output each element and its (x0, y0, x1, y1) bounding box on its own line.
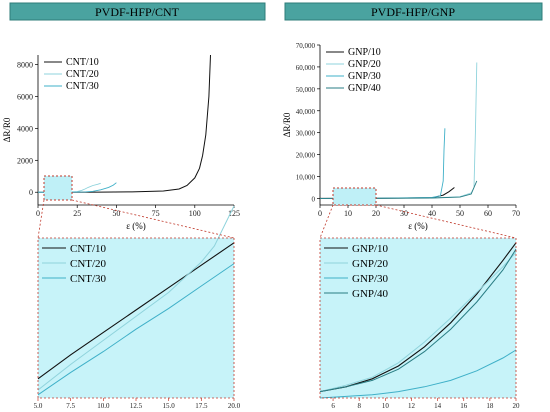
gnp-zoom-connector-right (375, 204, 517, 239)
series-line-cnt-10 (38, 54, 211, 193)
gnp-zoom-border (319, 237, 517, 399)
zoom-series-line-gnp-40 (319, 248, 517, 393)
gnp-main-chart: 0 10 20 30 40 50 60 70 0 10,000 20,000 30,000 40,000… (282, 42, 520, 231)
legend-label: CNT/10 (66, 57, 99, 68)
zoom-series-line-gnp-10 (319, 242, 517, 393)
zoom-x-tick-label: 10.0 (97, 402, 110, 410)
y-tick-label: 8000 (17, 61, 33, 70)
legend-label: GNP/40 (348, 83, 381, 94)
zoom-x-tick-label: 6 (331, 402, 335, 410)
zoom-legend-label: GNP/20 (352, 258, 389, 270)
cnt-zoom-chart: 5.0 7.5 10.0 12.5 15.0 17.5 20.0 CNT/10 CNT/20 CN… (34, 205, 241, 410)
y-tick-label: 40,000 (296, 108, 316, 116)
gnp-zoom-source-box (332, 187, 377, 206)
y-tick-label: 0 (312, 195, 316, 203)
x-tick-label: 100 (189, 209, 201, 218)
zoom-x-tick-label: 8 (357, 402, 361, 410)
zoom-x-tick-label: 20.0 (228, 402, 241, 410)
legend-label: CNT/30 (66, 81, 99, 92)
x-tick-label: 75 (152, 209, 160, 218)
header-right-title: PVDF-HFP/GNP (371, 5, 455, 19)
zoom-legend-label: GNP/40 (352, 288, 389, 300)
y-tick-label: 30,000 (296, 130, 316, 138)
header-left: PVDF-HFP/CNT (9, 2, 266, 21)
zoom-x-tick-label: 12.5 (130, 402, 143, 410)
y-tick-label: 70,000 (296, 42, 316, 50)
cnt-zoom-background (38, 238, 234, 398)
zoom-x-tick-label: 18 (486, 402, 494, 410)
y-tick-label: 60,000 (296, 64, 316, 72)
gnp-zoom-background (320, 238, 516, 398)
header-left-title: PVDF-HFP/CNT (95, 5, 180, 19)
zoom-legend-label: CNT/10 (70, 243, 107, 255)
cnt-zoom-connector-right (71, 199, 235, 239)
zoom-x-tick-label: 16 (460, 402, 468, 410)
x-tick-label: 0 (318, 209, 322, 218)
legend-label: CNT/20 (66, 69, 99, 80)
x-tick-label: 20 (372, 209, 380, 218)
cnt-zoom-border (37, 237, 235, 399)
x-tick-label: 125 (228, 209, 240, 218)
zoom-x-tick-label: 12 (408, 402, 416, 410)
cnt-zoom-connector-left (37, 199, 45, 239)
x-tick-label: 40 (428, 209, 436, 218)
legend-label: GNP/10 (348, 47, 381, 58)
cnt-main-chart: 0 25 50 75 100 125 0 2000 4000 6000 8000 ε (%) ΔR/R0… (2, 54, 240, 231)
zoom-legend-label: CNT/20 (70, 258, 107, 270)
x-tick-label: 10 (344, 209, 352, 218)
zoom-legend-label: GNP/10 (352, 243, 389, 255)
series-line-gnp-20 (319, 62, 478, 199)
zoom-series-line-gnp-20 (319, 252, 517, 393)
x-tick-label: 25 (73, 209, 81, 218)
y-tick-label: 0 (29, 188, 33, 197)
zoom-x-tick-label: 14 (434, 402, 442, 410)
x-axis-label: ε (%) (126, 221, 146, 231)
zoom-x-tick-label: 7.5 (66, 402, 75, 410)
legend-label: GNP/30 (348, 71, 381, 82)
gnp-zoom-chart: 6 8 10 12 14 16 18 20 GNP/10 GNP/20 GNP/30 GNP/40 (319, 242, 521, 410)
y-tick-label: 50,000 (296, 86, 316, 94)
y-tick-label: 2000 (17, 156, 33, 165)
zoom-series-line-cnt-20 (37, 205, 235, 391)
x-tick-label: 0 (36, 209, 40, 218)
zoom-x-tick-label: 10 (382, 402, 390, 410)
zoom-x-tick-label: 15.0 (163, 402, 176, 410)
zoom-legend-label: CNT/30 (70, 273, 107, 285)
x-tick-label: 60 (484, 209, 492, 218)
x-tick-label: 50 (112, 209, 120, 218)
zoom-series-line-cnt-10 (37, 242, 235, 380)
y-axis-label: ΔR/R0 (282, 112, 292, 137)
zoom-x-tick-label: 20 (513, 402, 521, 410)
zoom-legend-label: GNP/30 (352, 273, 389, 285)
cnt-zoom-source-box (43, 175, 73, 201)
y-axis-label: ΔR/R0 (2, 117, 12, 142)
y-tick-label: 4000 (17, 124, 33, 133)
y-tick-label: 20,000 (296, 152, 316, 160)
zoom-x-tick-label: 5.0 (34, 402, 43, 410)
zoom-series-line-cnt-30 (37, 263, 235, 396)
gnp-zoom-connector-left (319, 204, 334, 239)
x-tick-label: 70 (512, 209, 520, 218)
x-tick-label: 30 (400, 209, 408, 218)
y-tick-label: 6000 (17, 92, 33, 101)
x-tick-label: 50 (456, 209, 464, 218)
header-right: PVDF-HFP/GNP (284, 2, 543, 21)
zoom-x-tick-label: 17.5 (195, 402, 208, 410)
zoom-series-line-gnp-30 (319, 349, 517, 399)
legend-label: GNP/20 (348, 59, 381, 70)
x-axis-label: ε (%) (408, 221, 428, 231)
y-tick-label: 10,000 (296, 174, 316, 182)
